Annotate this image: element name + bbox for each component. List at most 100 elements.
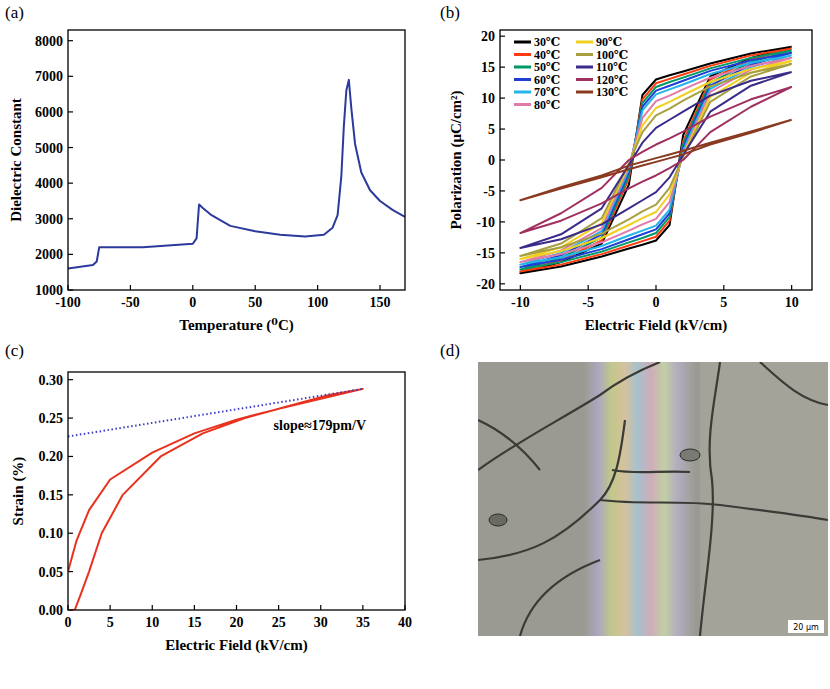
x-tick-label: 25 [272, 615, 286, 630]
grain [700, 362, 828, 636]
y-tick [68, 533, 73, 534]
y-tick [68, 417, 73, 418]
x-tick [655, 285, 656, 290]
legend-swatch [576, 91, 593, 94]
x-tick [152, 605, 153, 610]
y-tick-label: 6000 [35, 105, 63, 120]
y-tick-label: 7000 [35, 69, 63, 84]
plot-area [520, 47, 791, 274]
y-tick-label: 0.25 [39, 411, 64, 426]
grain-boundary [612, 470, 690, 472]
legend-swatch [514, 41, 531, 44]
x-tick-label: 40 [398, 615, 412, 630]
y-tick [500, 159, 505, 160]
y-tick [500, 283, 505, 284]
legend: 30℃40℃50℃60℃70℃80℃90℃100℃110℃120℃130℃ [514, 35, 628, 112]
legend-swatch [514, 91, 531, 94]
y-tick-label: 4000 [35, 176, 63, 191]
x-tick [194, 605, 195, 610]
x-tick [723, 285, 724, 290]
x-tick [379, 285, 380, 290]
scale-bar-box [788, 620, 824, 633]
y-tick [500, 97, 505, 98]
legend-label: 80℃ [534, 98, 560, 112]
y-tick-label: 1000 [35, 283, 63, 298]
y-tick [500, 252, 505, 253]
series-line [520, 53, 791, 267]
y-tick [500, 36, 505, 37]
y-tick-label: 0.20 [39, 449, 64, 464]
legend-swatch [576, 53, 593, 56]
x-tick [192, 285, 193, 290]
x-tick-label: 15 [187, 615, 201, 630]
x-tick-label: 0 [65, 615, 72, 630]
y-tick [68, 76, 73, 77]
grain-boundary [760, 362, 828, 405]
y-tick [68, 379, 73, 380]
y-tick-label: 0.05 [39, 565, 64, 580]
y-tick-label: 10 [481, 91, 495, 106]
legend-swatch [514, 78, 531, 81]
panel: (a)-100-50050100150100020003000400050006… [5, 3, 405, 334]
x-tick [320, 605, 321, 610]
y-tick [68, 254, 73, 255]
y-axis-title: Dielectric Constant [8, 98, 24, 222]
series-line [520, 49, 791, 272]
grain-boundary [478, 362, 660, 470]
y-tick [68, 111, 73, 112]
x-tick-label: 20 [230, 615, 244, 630]
y-axis-title: Polarization (μC/cm²) [448, 90, 465, 229]
x-tick-label: 50 [248, 295, 262, 310]
legend-swatch [576, 66, 593, 69]
series-line [520, 55, 791, 264]
y-tick-label: 15 [481, 60, 495, 75]
scale-bar-label: 20 μm [793, 623, 819, 632]
y-tick-label: 0 [488, 153, 495, 168]
pore [489, 514, 507, 526]
y-tick [500, 190, 505, 191]
series-line [520, 64, 791, 256]
y-tick-label: 2000 [35, 247, 63, 262]
y-tick-label: 3000 [35, 212, 63, 227]
series-line [68, 80, 405, 269]
y-tick-label: -5 [483, 184, 495, 199]
y-tick-label: 5000 [35, 141, 63, 156]
series-line [520, 50, 791, 269]
x-axis-title: Temperature (⁰C) [179, 317, 293, 334]
panel: (b)-10-50510-20-15-10-505101520Electric … [440, 3, 812, 334]
x-tick [255, 285, 256, 290]
y-tick-label: -10 [476, 215, 495, 230]
y-tick-label: 0.15 [39, 488, 64, 503]
legend-swatch [514, 103, 531, 106]
legend-swatch [514, 53, 531, 56]
y-tick [68, 40, 73, 41]
y-tick [500, 128, 505, 129]
x-tick [317, 285, 318, 290]
legend-swatch [576, 78, 593, 81]
grain-boundary [700, 362, 720, 636]
y-tick-label: 0.00 [39, 603, 64, 618]
x-tick-label: 5 [107, 615, 114, 630]
y-tick [500, 221, 505, 222]
y-tick-label: 8000 [35, 34, 63, 49]
y-axis-title: Strain (%) [10, 457, 27, 526]
x-tick [110, 605, 111, 610]
x-tick [130, 285, 131, 290]
x-tick [791, 285, 792, 290]
x-tick-label: 150 [370, 295, 391, 310]
y-tick-label: 0.10 [39, 526, 64, 541]
series-line [520, 87, 791, 233]
y-tick [68, 183, 73, 184]
y-tick [68, 147, 73, 148]
y-tick [68, 218, 73, 219]
x-tick [362, 605, 363, 610]
figure: (a)-100-50050100150100020003000400050006… [0, 0, 830, 689]
series-line [520, 58, 791, 262]
y-tick [500, 67, 505, 68]
y-tick-label: 20 [481, 29, 495, 44]
series-line [520, 120, 791, 200]
legend-label: 130℃ [596, 85, 628, 99]
y-tick [68, 456, 73, 457]
plot-frame [68, 372, 405, 610]
x-axis-title: Electric Field (kV/cm) [585, 317, 727, 334]
